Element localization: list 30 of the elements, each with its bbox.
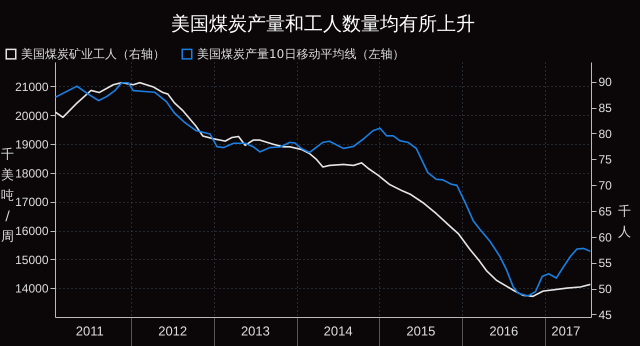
y2-axis-title: 千人	[618, 204, 631, 240]
y2-tick-label: 70	[598, 178, 612, 193]
x-tick-label: 2014	[324, 324, 353, 338]
x-tick-label: 2011	[76, 324, 104, 338]
y-tick-label: 21000	[15, 80, 49, 94]
y2-tick-label: 80	[598, 126, 612, 141]
y-tick-label: 17000	[15, 195, 49, 210]
y2-tick-label: 65	[598, 204, 612, 218]
y-tick-label: 14000	[15, 282, 49, 296]
x-tick-label: 2017	[551, 324, 580, 338]
y2-tick-label: 85	[598, 101, 612, 116]
y-tick-label: 15000	[15, 252, 49, 267]
legend-label: 美国煤炭产量10日移动平均线（左轴）	[197, 47, 404, 62]
y-tick-label: 18000	[15, 166, 49, 180]
y-axis-title: 千美吨/周	[1, 148, 14, 244]
y2-tick-label: 50	[598, 282, 612, 296]
y2-tick-label: 90	[598, 75, 612, 90]
x-tick-label: 2013	[240, 324, 270, 338]
y2-tick-label: 60	[598, 230, 612, 244]
chart-title: 美国煤炭产量和工人数量均有所上升	[171, 13, 475, 35]
y2-tick-label: 45	[598, 308, 612, 322]
x-tick-label: 2015	[406, 324, 436, 338]
y-tick-label: 16000	[15, 224, 49, 238]
y2-tick-label: 75	[598, 152, 612, 167]
x-tick-label: 2012	[158, 324, 188, 338]
y2-tick-label: 55	[598, 256, 612, 270]
y-tick-label: 19000	[15, 138, 49, 152]
y-tick-label: 20000	[15, 108, 49, 123]
legend-label: 美国煤炭矿业工人（右轴）	[21, 47, 165, 62]
x-tick-label: 2016	[489, 324, 518, 338]
